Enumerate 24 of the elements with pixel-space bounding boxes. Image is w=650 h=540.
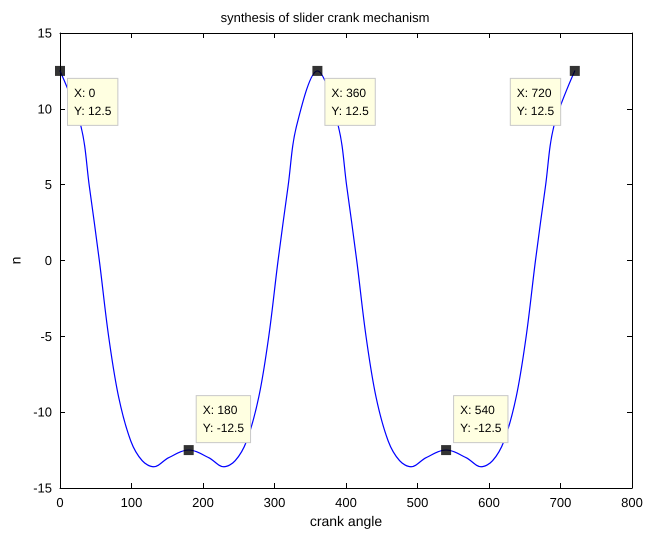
x-tick-label: 500 [406,495,428,510]
x-tick-label: 100 [120,495,142,510]
x-tick-label: 300 [264,495,286,510]
annotation: X: 720 Y: 12.5 [516,86,554,118]
x-tick-label: 0 [56,495,64,510]
y-axis-title: n [7,256,24,264]
y-tick-label: 0 [44,253,52,268]
annotation: X: 540 Y: -12.5 [460,403,502,436]
x-tick-label: 600 [478,495,500,510]
y-tick-label: -5 [40,328,52,344]
x-tick-label: 400 [335,495,357,510]
annotation: X: 360 Y: 12.5 [331,86,370,118]
y-tick-label: 10 [38,101,52,116]
y-tick-label: -10 [33,404,52,420]
y-tick-label: 15 [38,26,52,40]
chart-title: synthesis of slider crank mechanism [220,10,430,25]
x-tick-label: 200 [192,495,214,510]
y-tick-label: 5 [44,177,52,192]
annotation: X: 180 Y: -12.5 [202,403,244,436]
x-tick-label: 700 [550,495,572,510]
x-axis-title: crank angle [310,512,382,529]
annotation: X: 0 Y: 12.5 [74,86,112,118]
y-tick-label: -15 [33,480,52,496]
x-tick-label: 800 [621,495,643,510]
